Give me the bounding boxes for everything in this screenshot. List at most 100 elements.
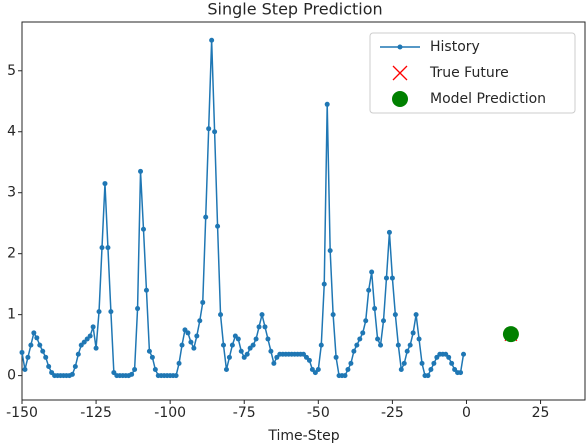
dot-marker: [404, 348, 410, 354]
dot-marker: [265, 336, 271, 342]
dot-marker: [197, 318, 203, 324]
dot-marker: [203, 214, 209, 220]
dot-marker: [327, 248, 333, 254]
dot-marker: [357, 336, 363, 342]
dot-marker: [395, 342, 401, 348]
dot-marker: [383, 275, 389, 281]
dot-marker: [360, 330, 366, 336]
x-tick-label: -125: [80, 405, 112, 421]
dot-marker: [152, 367, 158, 373]
dot-marker: [25, 354, 31, 360]
dot-marker: [372, 306, 378, 312]
dot-marker: [392, 312, 398, 318]
dot-marker: [407, 342, 413, 348]
circle-marker: [502, 326, 519, 343]
dot-marker: [416, 336, 422, 342]
dot-marker: [212, 129, 218, 135]
dot-marker: [256, 324, 262, 330]
dot-marker: [449, 360, 455, 366]
dot-marker: [381, 318, 387, 324]
legend-label: History: [430, 39, 480, 55]
dot-marker: [342, 373, 348, 379]
dot-marker: [40, 348, 46, 354]
dot-marker: [229, 342, 235, 348]
dot-marker: [132, 367, 138, 373]
dot-marker: [173, 373, 179, 379]
dot-marker: [410, 330, 416, 336]
dot-marker: [138, 168, 144, 174]
x-axis-label: Time-Step: [267, 428, 339, 444]
dot-marker: [179, 342, 185, 348]
dot-marker: [96, 309, 102, 315]
x-tick-label: -50: [307, 405, 330, 421]
dot-marker: [333, 354, 339, 360]
dot-marker: [34, 335, 40, 341]
dot-marker: [271, 360, 277, 366]
dot-marker: [191, 345, 197, 351]
dot-marker: [105, 245, 111, 251]
dot-marker: [28, 342, 34, 348]
dot-marker: [318, 342, 324, 348]
dot-marker: [268, 348, 274, 354]
dot-marker: [200, 299, 206, 305]
dot-marker: [397, 44, 403, 50]
dot-marker: [226, 354, 232, 360]
dot-marker: [108, 309, 114, 315]
legend-label: Model Prediction: [430, 91, 546, 107]
dot-marker: [398, 367, 404, 373]
dot-marker: [129, 371, 135, 377]
dot-marker: [244, 351, 250, 357]
dot-marker: [428, 367, 434, 373]
dot-marker: [194, 333, 200, 339]
dot-marker: [369, 269, 375, 275]
y-tick-label: 2: [7, 246, 16, 262]
legend-label: True Future: [429, 65, 509, 81]
dot-marker: [375, 336, 381, 342]
dot-marker: [321, 281, 327, 287]
y-tick-label: 4: [7, 124, 16, 140]
dot-marker: [176, 360, 182, 366]
dot-marker: [206, 126, 212, 132]
dot-marker: [188, 339, 194, 345]
x-tick-label: -75: [233, 405, 256, 421]
dot-marker: [43, 354, 49, 360]
dot-marker: [135, 306, 141, 312]
dot-marker: [235, 336, 241, 342]
dot-marker: [220, 342, 226, 348]
history-line: [21, 40, 465, 377]
x-stroke: [392, 65, 408, 81]
x-tick-label: -100: [154, 405, 186, 421]
x-tick-label: -25: [381, 405, 404, 421]
dot-marker: [262, 324, 268, 330]
dot-marker: [259, 312, 265, 318]
dot-marker: [458, 370, 464, 376]
dot-marker: [149, 354, 155, 360]
dot-marker: [75, 351, 81, 357]
dot-marker: [31, 330, 37, 336]
dot-marker: [431, 360, 437, 366]
dot-marker: [215, 223, 221, 229]
dot-marker: [425, 373, 431, 379]
dot-marker: [330, 312, 336, 318]
dot-marker: [19, 349, 25, 355]
circle-marker: [392, 91, 408, 107]
dot-marker: [185, 330, 191, 336]
dot-marker: [69, 371, 75, 377]
dot-marker: [345, 367, 351, 373]
legend: History True Future Model Prediction: [369, 32, 576, 114]
dot-marker: [378, 342, 384, 348]
dot-marker: [140, 226, 146, 232]
dot-marker: [253, 336, 259, 342]
dot-marker: [238, 348, 244, 354]
dot-marker: [306, 357, 312, 363]
dot-marker: [363, 318, 369, 324]
y-tick-label: 5: [7, 63, 16, 79]
y-tick-label: 3: [7, 185, 16, 201]
dot-marker: [386, 229, 392, 235]
x-tick-label: 25: [532, 405, 550, 421]
dot-marker: [209, 37, 215, 43]
dot-marker: [37, 342, 43, 348]
dot-marker: [102, 181, 108, 187]
dot-marker: [218, 312, 224, 318]
